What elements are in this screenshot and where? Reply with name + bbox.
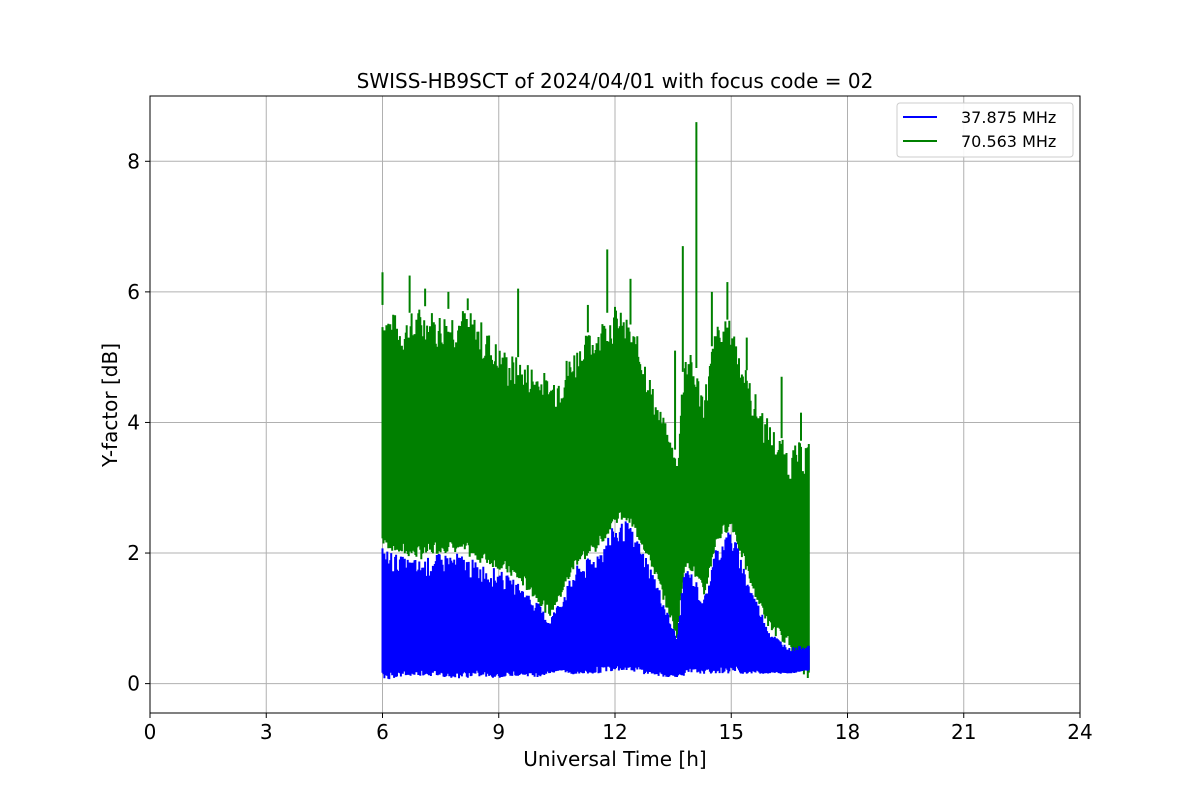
legend-box xyxy=(896,102,1074,158)
x-tick-label: 21 xyxy=(951,720,976,744)
x-tick-label: 6 xyxy=(376,720,389,744)
legend: 37.875 MHz 70.563 MHz xyxy=(896,102,1074,158)
x-tick-label: 3 xyxy=(260,720,273,744)
x-tick-label: 18 xyxy=(835,720,860,744)
y-tick-label: 0 xyxy=(127,672,140,696)
y-axis-label: Y-factor [dB] xyxy=(98,343,122,468)
y-tick-label: 6 xyxy=(127,280,140,304)
grid xyxy=(150,96,1080,713)
y-tick-label: 2 xyxy=(127,541,140,565)
x-tick-label: 15 xyxy=(719,720,744,744)
series-70-563-mhz xyxy=(381,122,810,678)
y-tick-label: 8 xyxy=(127,149,140,173)
x-tick-label: 24 xyxy=(1067,720,1092,744)
x-tick-label: 9 xyxy=(492,720,505,744)
x-tick-label: 0 xyxy=(144,720,157,744)
series-line xyxy=(381,306,810,678)
chart-title: SWISS-HB9SCT of 2024/04/01 with focus co… xyxy=(357,69,874,93)
x-axis-label: Universal Time [h] xyxy=(523,747,706,771)
series-line xyxy=(381,521,810,680)
legend-label-70-563: 70.563 MHz xyxy=(961,132,1056,151)
legend-label-37-875: 37.875 MHz xyxy=(961,108,1056,127)
y-tick-label: 4 xyxy=(127,410,140,434)
series-layer xyxy=(381,122,810,680)
x-tick-label: 12 xyxy=(602,720,627,744)
series-37-875-mhz xyxy=(381,521,810,680)
